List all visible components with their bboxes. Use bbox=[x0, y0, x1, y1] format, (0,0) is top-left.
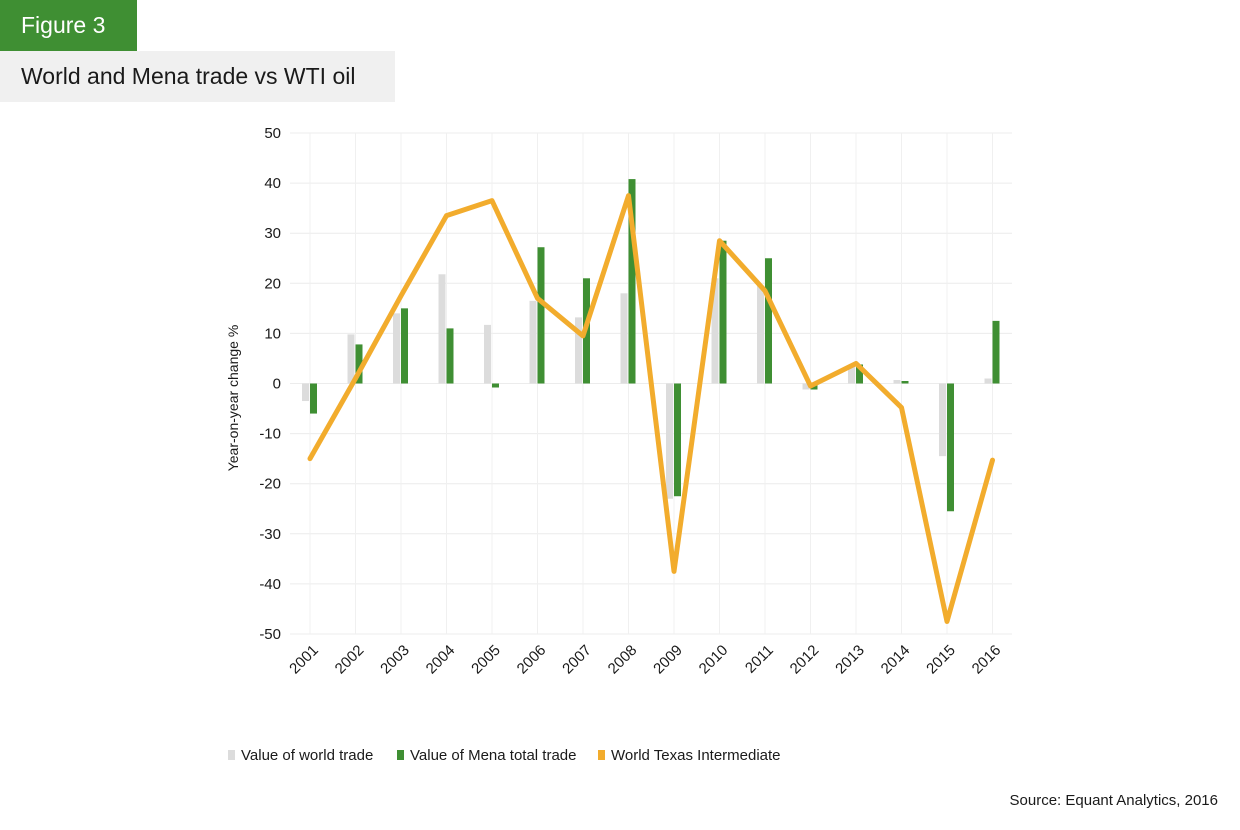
y-tick-label: 20 bbox=[264, 275, 281, 292]
bars bbox=[302, 179, 1000, 512]
x-tick-label: 2009 bbox=[650, 642, 686, 678]
y-tick-label: -20 bbox=[259, 476, 281, 493]
x-tick-label: 2013 bbox=[832, 642, 868, 678]
legend: Value of world trade Value of Mena total … bbox=[228, 747, 781, 764]
world-trade-bar bbox=[620, 293, 628, 384]
y-tick-label: -50 bbox=[259, 626, 281, 643]
source-note: Source: Equant Analytics, 2016 bbox=[1009, 792, 1218, 809]
y-tick-label: 0 bbox=[273, 376, 281, 393]
y-axis-label: Year-on-year change % bbox=[225, 325, 241, 472]
mena-trade-bar bbox=[446, 328, 454, 384]
x-tick-label: 2002 bbox=[332, 642, 368, 678]
x-tick-label: 2015 bbox=[923, 642, 959, 678]
y-tick-label: -40 bbox=[259, 576, 281, 593]
y-tick-label: 30 bbox=[264, 225, 281, 242]
mena-trade-bar bbox=[674, 383, 681, 497]
mena-trade-bar bbox=[947, 383, 954, 512]
x-tick-label: 2006 bbox=[514, 642, 550, 678]
x-axis-ticks: 2001 2002 2003 2004 2005 2006 2007 2008 2009 2010… bbox=[286, 642, 1004, 678]
x-tick-label: 2004 bbox=[423, 642, 459, 678]
y-tick-label: -10 bbox=[259, 426, 281, 443]
y-axis-ticks: 50 40 30 20 10 0 -10 -20 -30 -40 -50 bbox=[259, 125, 281, 643]
x-tick-label: 2008 bbox=[605, 642, 641, 678]
world-trade-bar bbox=[438, 274, 446, 384]
world-trade-bar bbox=[848, 365, 855, 384]
legend-label: Value of Mena total trade bbox=[410, 747, 577, 764]
y-tick-label: -30 bbox=[259, 526, 281, 543]
mena-trade-bar bbox=[401, 308, 408, 384]
legend-swatch bbox=[228, 750, 235, 760]
x-tick-label: 2005 bbox=[468, 642, 504, 678]
world-trade-bar bbox=[757, 285, 764, 384]
legend-swatch bbox=[397, 750, 404, 760]
y-tick-label: 10 bbox=[264, 325, 281, 342]
x-tick-label: 2012 bbox=[787, 642, 823, 678]
figure-label: Figure 3 bbox=[0, 0, 137, 51]
x-tick-label: 2001 bbox=[286, 642, 322, 678]
mena-trade-bar bbox=[492, 383, 499, 388]
x-tick-label: 2014 bbox=[878, 642, 914, 678]
mena-trade-bar bbox=[628, 179, 636, 384]
x-tick-label: 2016 bbox=[969, 642, 1005, 678]
world-trade-bar bbox=[575, 317, 582, 384]
world-trade-bar bbox=[984, 378, 992, 384]
mena-trade-bar bbox=[719, 240, 727, 384]
world-trade-bar bbox=[939, 383, 946, 457]
x-tick-label: 2007 bbox=[559, 642, 595, 678]
world-trade-bar bbox=[666, 383, 673, 499]
world-trade-bar bbox=[711, 278, 719, 384]
y-tick-label: 40 bbox=[264, 175, 281, 192]
legend-swatch bbox=[598, 750, 605, 760]
world-trade-bar bbox=[347, 334, 355, 384]
world-trade-bar bbox=[802, 383, 810, 390]
x-tick-label: 2003 bbox=[377, 642, 413, 678]
legend-label: Value of world trade bbox=[241, 747, 373, 764]
world-trade-bar bbox=[302, 383, 309, 402]
mena-trade-bar bbox=[856, 364, 863, 384]
x-tick-label: 2011 bbox=[742, 642, 777, 677]
mena-trade-bar bbox=[537, 247, 545, 384]
world-trade-bar bbox=[893, 379, 901, 384]
x-tick-label: 2010 bbox=[696, 642, 732, 678]
world-trade-bar bbox=[484, 324, 491, 384]
mena-trade-bar bbox=[765, 258, 772, 384]
wti-line bbox=[307, 193, 995, 624]
world-trade-bar bbox=[529, 300, 537, 384]
oil-price-line bbox=[307, 193, 995, 624]
legend-label: World Texas Intermediate bbox=[611, 747, 781, 764]
mena-trade-bar bbox=[992, 320, 1000, 384]
world-trade-bar bbox=[393, 313, 400, 384]
y-tick-label: 50 bbox=[264, 125, 281, 142]
mena-trade-bar bbox=[355, 344, 363, 384]
figure-title: World and Mena trade vs WTI oil bbox=[0, 51, 395, 102]
mena-trade-bar bbox=[901, 380, 909, 384]
mena-trade-bar bbox=[310, 383, 317, 414]
